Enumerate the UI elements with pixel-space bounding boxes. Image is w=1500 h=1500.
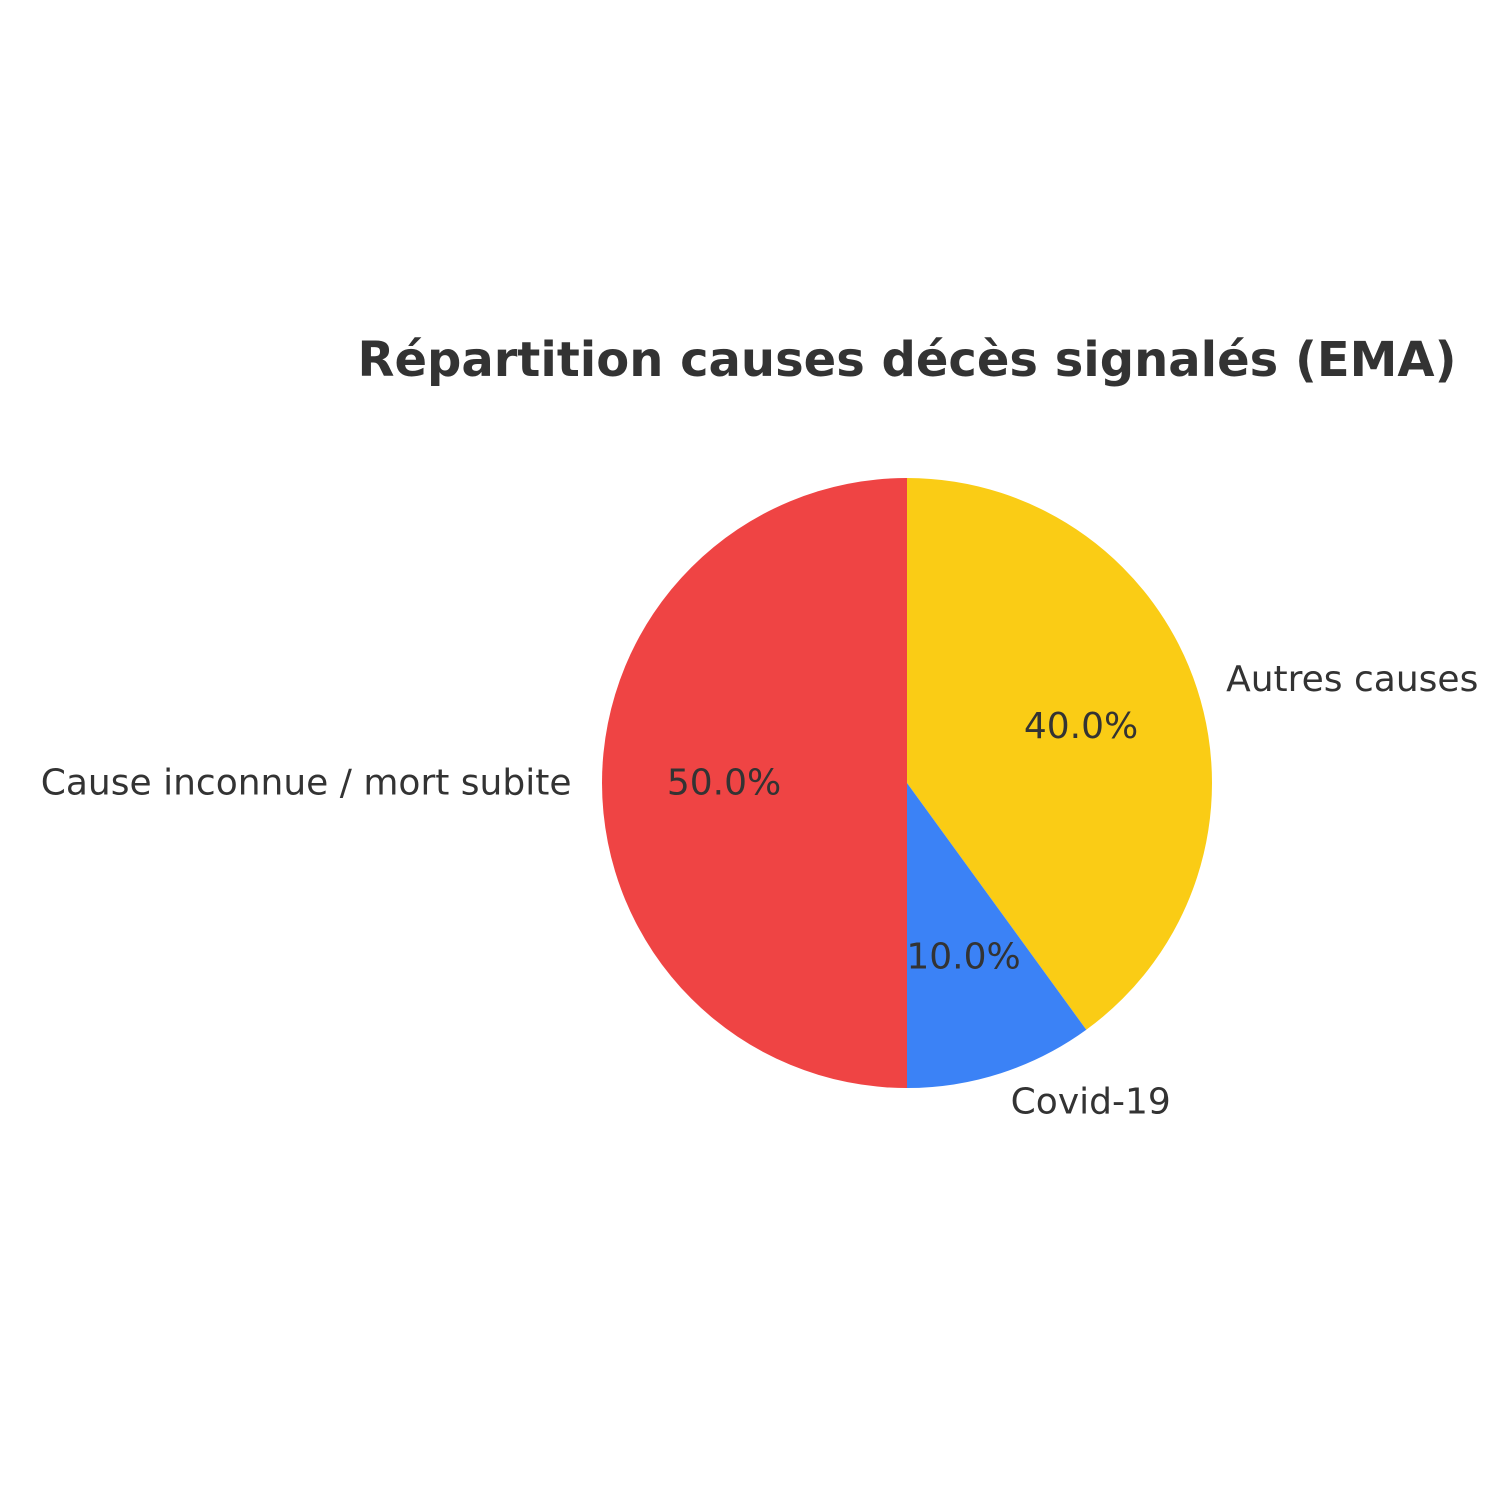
pie-slice-cause-inconnue-mort-subite [602, 478, 907, 1088]
chart-title: Répartition causes décès signalés (EMA) [357, 332, 1456, 388]
pie-slice-autres-causes [907, 478, 1212, 1030]
slice-label-autres-causes: Autres causes [1226, 659, 1478, 700]
slice-labels: 40.0% Autres causes 10.0% Covid-19 50.0% Caus… [41, 659, 1479, 1123]
pie-slice-covid-19 [907, 783, 1087, 1088]
pie-slices [602, 478, 1212, 1088]
slice-label-covid-19: Covid-19 [1011, 1082, 1171, 1123]
pct-label-covid-19: 10.0% [906, 937, 1020, 978]
pct-label-autres-causes: 40.0% [1024, 706, 1138, 747]
pct-label-cause-inconnue-mort-subite: 50.0% [667, 763, 781, 804]
slice-label-cause-inconnue-mort-subite: Cause inconnue / mort subite [41, 763, 572, 804]
